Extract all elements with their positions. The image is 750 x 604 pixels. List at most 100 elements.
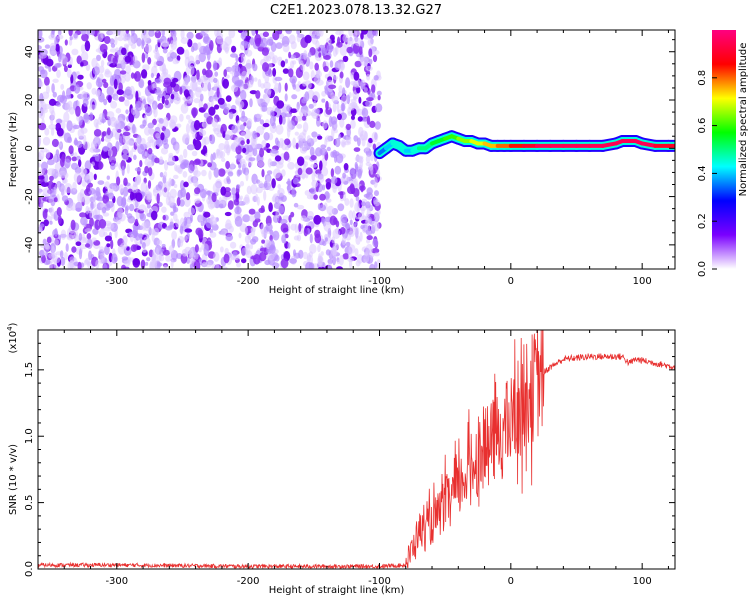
noise-blob — [173, 174, 179, 180]
noise-blob — [101, 131, 105, 139]
noise-blob — [225, 95, 232, 102]
noise-blob — [66, 120, 73, 132]
noise-blob — [126, 93, 134, 100]
noise-blob — [241, 258, 247, 264]
noise-blob — [248, 157, 256, 162]
noise-blob — [80, 127, 88, 134]
noise-blob — [296, 123, 303, 129]
noise-blob — [80, 30, 87, 35]
noise-blob — [183, 235, 188, 242]
noise-blob — [64, 251, 68, 261]
noise-blob — [154, 89, 162, 95]
noise-blob — [124, 206, 129, 216]
snr-x-tick-label: 100 — [633, 576, 652, 587]
noise-blob — [147, 122, 155, 129]
noise-blob — [238, 232, 242, 239]
noise-blob — [236, 169, 241, 177]
noise-blob — [331, 37, 335, 43]
noise-blob — [165, 195, 171, 206]
snr-y-tick-label: 0.0 — [24, 561, 35, 577]
noise-blob — [114, 132, 120, 141]
noise-blob — [269, 123, 277, 134]
noise-blob — [312, 100, 317, 107]
noise-blob — [125, 30, 129, 34]
noise-blob — [116, 176, 121, 186]
noise-blob — [77, 74, 84, 80]
noise-blob — [374, 121, 381, 130]
noise-blob — [91, 237, 97, 242]
noise-blob — [110, 239, 114, 250]
noise-blob — [51, 168, 56, 174]
noise-blob — [281, 35, 290, 47]
noise-blob — [151, 205, 158, 213]
noise-blob — [183, 89, 190, 98]
noise-blob — [354, 248, 359, 257]
noise-blob — [185, 192, 191, 201]
noise-blob — [40, 200, 44, 210]
noise-blob — [344, 198, 350, 206]
noise-blob — [183, 97, 188, 108]
noise-blob — [176, 197, 181, 207]
noise-blob — [152, 249, 156, 261]
noise-blob — [98, 219, 107, 229]
noise-blob — [38, 189, 42, 195]
noise-blob — [288, 214, 292, 223]
noise-blob — [98, 161, 103, 170]
noise-blob — [117, 55, 126, 64]
noise-blob — [241, 31, 246, 40]
noise-blob — [366, 115, 371, 125]
noise-blob — [102, 195, 109, 204]
noise-blob — [244, 226, 248, 235]
noise-blob — [216, 149, 220, 154]
noise-blob — [280, 60, 286, 68]
noise-blob — [161, 243, 166, 248]
noise-blob — [259, 147, 265, 158]
noise-blob — [279, 138, 284, 143]
noise-blob — [254, 113, 263, 119]
noise-blob — [356, 108, 364, 116]
noise-blob — [210, 96, 214, 108]
noise-blob — [268, 202, 273, 213]
noise-blob — [368, 48, 373, 58]
noise-blob — [179, 86, 183, 95]
noise-blob — [291, 94, 298, 100]
noise-blob — [136, 245, 142, 250]
noise-blob — [42, 136, 51, 146]
noise-blob — [43, 173, 49, 184]
snr-y-ticks: 0.0 0.5 1.0 1.5 — [24, 342, 675, 577]
noise-blob — [54, 228, 58, 237]
noise-blob — [288, 51, 292, 59]
noise-blob — [183, 77, 189, 86]
noise-blob — [122, 134, 131, 145]
noise-blob — [71, 156, 78, 162]
noise-blob — [284, 82, 288, 92]
noise-blob — [214, 71, 219, 77]
noise-blob — [121, 47, 127, 56]
noise-blob — [86, 82, 92, 90]
noise-blob — [277, 56, 283, 62]
noise-blob — [366, 97, 374, 102]
noise-blob — [45, 84, 50, 94]
noise-blob — [225, 160, 231, 170]
noise-blob — [213, 77, 218, 84]
noise-blob — [51, 30, 56, 35]
noise-blob — [141, 52, 146, 63]
noise-blob — [256, 196, 260, 206]
noise-blob — [38, 150, 45, 160]
noise-blob — [365, 146, 370, 152]
noise-blob — [193, 175, 198, 184]
noise-blob — [361, 215, 367, 220]
noise-blob — [224, 223, 233, 230]
noise-blob — [366, 239, 371, 244]
noise-blob — [42, 187, 51, 197]
noise-blob — [309, 61, 314, 70]
noise-blob — [101, 78, 107, 83]
noise-blob — [345, 222, 350, 229]
noise-blob — [70, 219, 76, 231]
noise-blob — [242, 147, 247, 153]
noise-blob — [314, 62, 320, 71]
noise-blob — [218, 57, 223, 66]
noise-blob — [155, 30, 159, 33]
noise-blob — [193, 260, 201, 269]
noise-blob — [186, 96, 193, 104]
